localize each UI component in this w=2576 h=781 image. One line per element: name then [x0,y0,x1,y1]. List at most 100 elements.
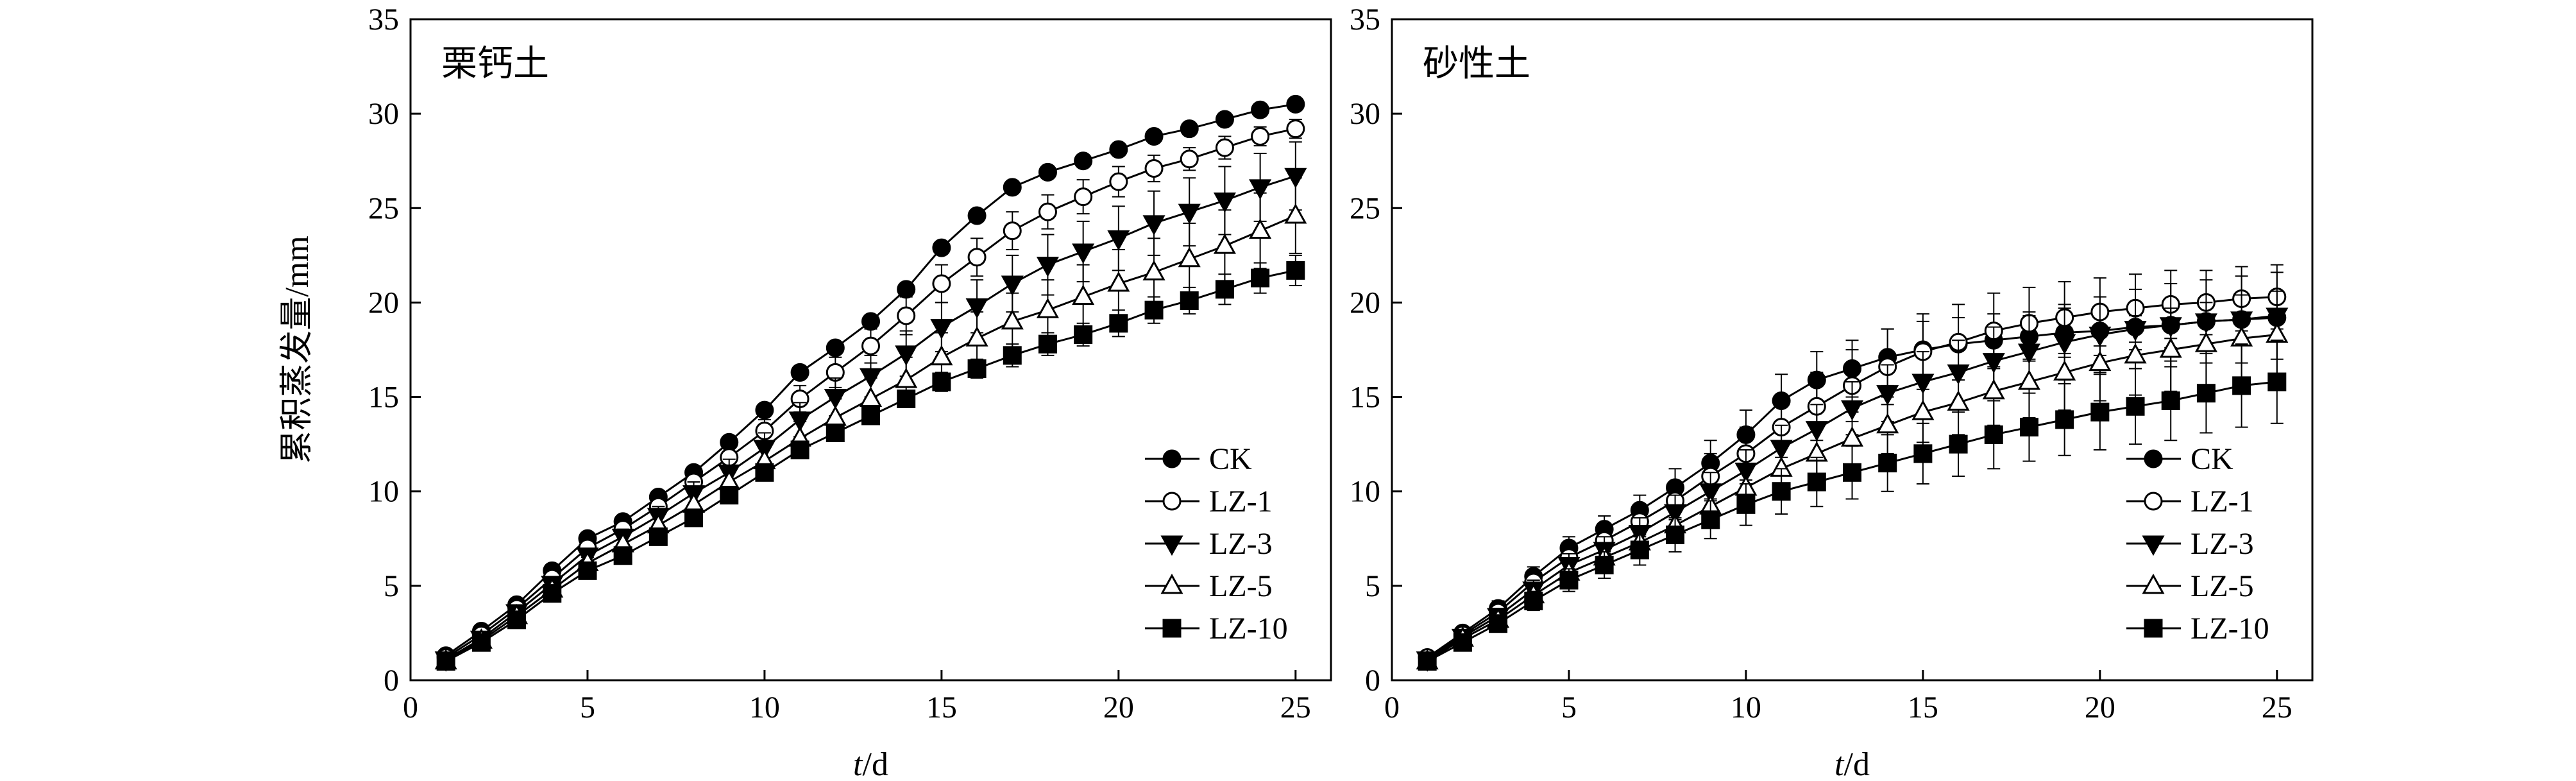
data-point [1180,291,1199,310]
legend-label: LZ-5 [1209,569,1273,603]
data-point [1215,280,1234,299]
legend-item-lz-1: LZ-1 [2126,485,2254,519]
x-axis-label: t/d [1835,746,1870,781]
legend-label: LZ-10 [1209,612,1288,646]
x-tick-label: 10 [749,691,780,725]
data-point [755,463,774,482]
data-point [1074,151,1093,171]
y-tick-label: 25 [1350,191,1380,225]
legend-marker [2142,573,2165,594]
data-point [932,238,951,257]
data-point [2266,322,2289,343]
plot-frame [409,18,1332,682]
data-point [2053,360,2076,381]
legend-item-lz-10: LZ-10 [2126,612,2269,646]
data-point [1003,346,1022,365]
data-point [2124,343,2147,364]
plot-frame [1391,18,2314,682]
data-point [967,359,987,378]
data-point [1984,425,2003,444]
data-point [1286,94,1305,114]
data-point [1142,260,1165,280]
legend-marker [1162,492,1182,511]
data-point [965,326,988,347]
legend-marker [2144,492,2163,511]
data-point [755,400,774,420]
x-tick-label: 5 [580,691,595,725]
legend-marker [1160,535,1183,556]
data-point [790,440,809,459]
data-point [1251,126,1270,146]
x-tick-label: 0 [1384,691,1400,725]
data-point [1180,119,1199,139]
legend: CK LZ-1 LZ-3 LZ-5 LZ-10 [1145,442,1288,646]
y-tick-label: 25 [368,191,399,225]
data-point [1178,203,1201,225]
data-point [1003,178,1022,197]
data-point [2019,418,2038,437]
data-point [2194,332,2217,352]
series-line [445,214,1296,662]
data-point [1286,261,1305,280]
legend-marker [2144,619,2163,638]
data-point [2017,369,2041,390]
data-point [1418,652,1437,671]
data-point [1036,298,1060,318]
data-point [2159,337,2182,358]
data-point [1630,540,1649,560]
data-point [1109,140,1128,159]
y-tick-label: 5 [384,569,399,603]
data-point [2090,402,2110,422]
data-point [1001,309,1024,330]
series-lz-10 [1418,339,2287,671]
y-tick-label: 5 [1365,569,1380,603]
data-point [2089,350,2112,372]
data-point [2267,372,2287,391]
data-point [1876,413,1899,434]
data-point [1074,187,1093,207]
x-tick-label: 15 [926,691,957,725]
data-point [1249,218,1272,239]
data-point [1840,400,1864,421]
data-point [965,298,988,319]
data-point [930,345,953,366]
data-point [826,423,845,442]
legend-label: LZ-1 [2190,485,2254,519]
data-point [2055,410,2074,429]
data-point [1736,495,1756,514]
data-point [720,486,739,505]
data-point [1251,100,1270,119]
data-point [1524,591,1543,610]
data-point [1251,268,1270,288]
data-point [1701,510,1720,529]
data-point [1215,138,1234,157]
legend-item-lz-10: LZ-10 [1145,612,1288,646]
series-lz-10 [436,254,1305,671]
legend-label: LZ-1 [1209,485,1273,519]
legend-item-ck: CK [1145,442,1252,476]
data-point [1003,221,1022,241]
data-point [861,312,880,331]
data-point [895,345,918,366]
y-tick-label: 15 [368,381,399,415]
data-point [1878,454,1897,473]
y-tick-label: 30 [368,97,399,131]
data-point [897,280,916,299]
x-tick-label: 15 [1908,691,1938,725]
legend-label: LZ-3 [2190,527,2254,561]
y-tick-label: 20 [368,286,399,320]
data-point [1109,172,1128,191]
data-point [1072,243,1095,264]
data-point [1947,390,1970,411]
data-point [1109,314,1128,333]
legend-item-lz-5: LZ-5 [1145,569,1273,603]
data-point [1072,284,1095,305]
data-point [932,274,951,293]
data-point [2196,384,2216,403]
y-tick-label: 0 [384,664,399,698]
legend-item-lz-3: LZ-3 [2126,527,2254,561]
panel-title: 栗钙土 [441,44,549,84]
data-point [1286,119,1305,139]
data-point [1036,257,1060,277]
legend-label: LZ-10 [2190,612,2269,646]
